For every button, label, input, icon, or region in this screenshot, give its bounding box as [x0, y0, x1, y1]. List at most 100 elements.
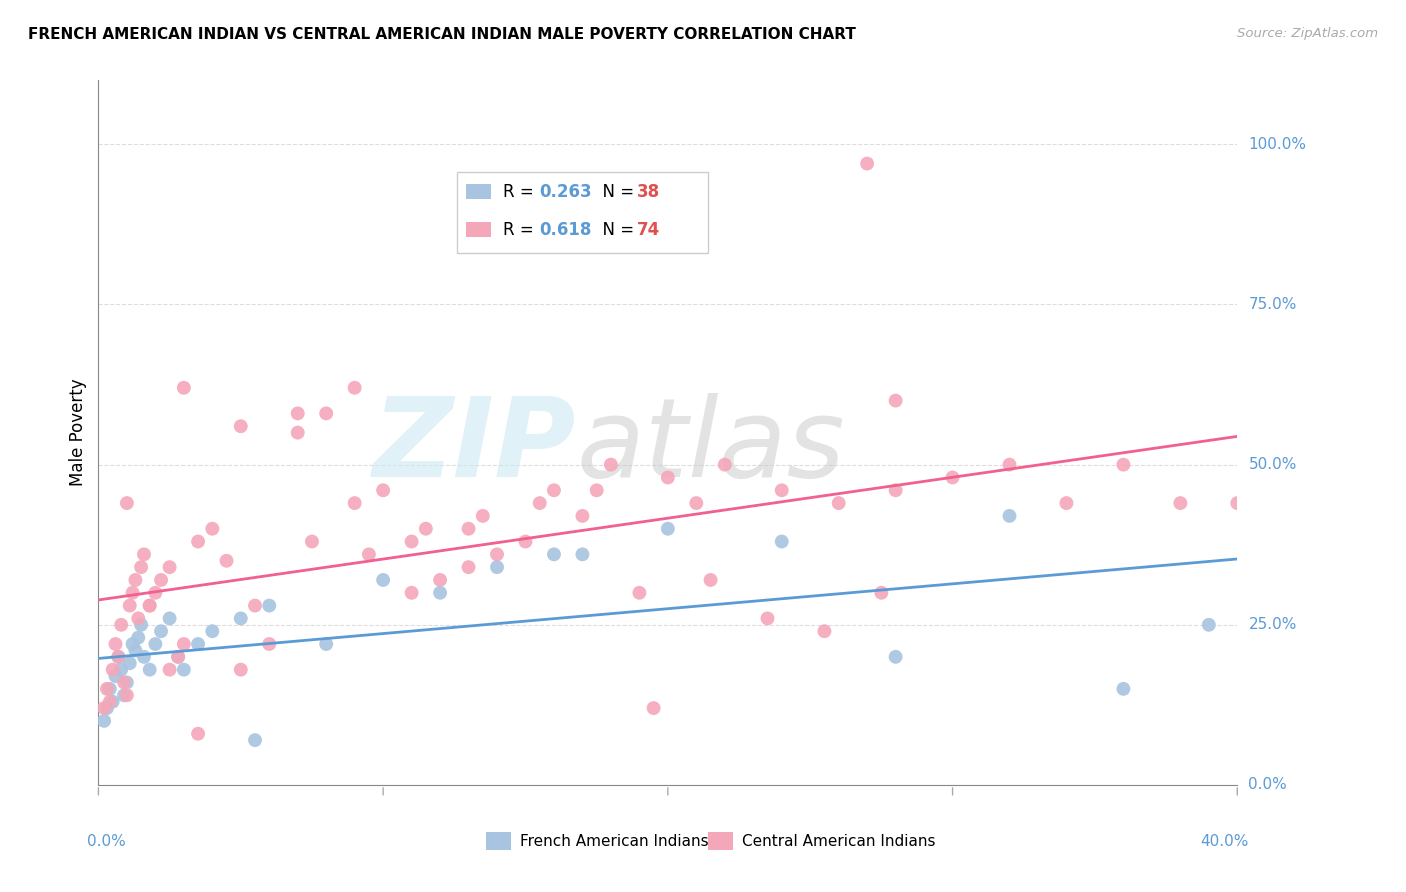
Point [884, 649, 907, 664]
Point [471, 508, 494, 523]
Text: atlas: atlas [576, 393, 845, 500]
Text: Source: ZipAtlas.com: Source: ZipAtlas.com [1237, 27, 1378, 40]
Point [315, 637, 337, 651]
Text: N =: N = [592, 183, 638, 201]
Text: R =: R = [503, 183, 538, 201]
Point [373, 483, 395, 498]
Point [93, 701, 115, 715]
Bar [467, 184, 491, 200]
Point [1170, 496, 1192, 510]
Point [101, 695, 124, 709]
Bar [467, 222, 491, 237]
Point [486, 547, 509, 561]
Point [229, 611, 252, 625]
Point [415, 522, 437, 536]
Point [115, 675, 138, 690]
Point [101, 663, 124, 677]
Point [657, 522, 679, 536]
Text: 75.0%: 75.0% [1249, 297, 1296, 312]
Point [571, 508, 593, 523]
Point [486, 560, 509, 574]
Point [150, 573, 173, 587]
Point [628, 586, 651, 600]
Point [121, 637, 143, 651]
Point [167, 649, 190, 664]
Point [96, 681, 118, 696]
Point [98, 695, 121, 709]
Point [118, 599, 141, 613]
Point [343, 381, 366, 395]
Point [457, 522, 479, 536]
Point [138, 599, 160, 613]
Point [543, 483, 565, 498]
Point [856, 156, 879, 170]
Text: 0.0%: 0.0% [87, 834, 125, 849]
Point [150, 624, 173, 639]
Bar [485, 832, 510, 850]
Y-axis label: Male Poverty: Male Poverty [69, 379, 87, 486]
Point [127, 631, 149, 645]
Point [343, 496, 366, 510]
Point [714, 458, 737, 472]
Point [187, 727, 209, 741]
Point [115, 496, 138, 510]
Bar [707, 832, 733, 850]
Text: 40.0%: 40.0% [1201, 834, 1249, 849]
Point [1056, 496, 1078, 510]
Point [1112, 458, 1135, 472]
Point [301, 534, 323, 549]
Point [942, 470, 965, 484]
Text: 100.0%: 100.0% [1249, 136, 1306, 152]
Point [401, 534, 423, 549]
Point [770, 534, 793, 549]
Point [110, 617, 132, 632]
FancyBboxPatch shape [457, 172, 707, 253]
Point [104, 637, 127, 651]
Point [215, 554, 238, 568]
Point [107, 649, 129, 664]
Point [600, 458, 623, 472]
Point [357, 547, 380, 561]
Point [828, 496, 851, 510]
Point [112, 675, 135, 690]
Point [1112, 681, 1135, 696]
Point [515, 534, 537, 549]
Point [173, 663, 195, 677]
Text: 25.0%: 25.0% [1249, 617, 1296, 632]
Point [145, 637, 167, 651]
Point [657, 470, 679, 484]
Point [112, 688, 135, 702]
Point [115, 688, 138, 702]
Point [243, 599, 266, 613]
Point [373, 573, 395, 587]
Point [159, 663, 181, 677]
Point [145, 586, 167, 600]
Point [98, 681, 121, 696]
Point [813, 624, 835, 639]
Point [124, 643, 146, 657]
Point [685, 496, 707, 510]
Point [1198, 617, 1220, 632]
Text: Central American Indians: Central American Indians [742, 834, 935, 849]
Point [870, 586, 893, 600]
Point [998, 458, 1021, 472]
Point [1226, 496, 1249, 510]
Text: 38: 38 [637, 183, 661, 201]
Point [643, 701, 665, 715]
Text: N =: N = [592, 220, 638, 239]
Text: FRENCH AMERICAN INDIAN VS CENTRAL AMERICAN INDIAN MALE POVERTY CORRELATION CHART: FRENCH AMERICAN INDIAN VS CENTRAL AMERIC… [28, 27, 856, 42]
Point [543, 547, 565, 561]
Text: 74: 74 [637, 220, 661, 239]
Point [159, 560, 181, 574]
Point [187, 637, 209, 651]
Point [110, 663, 132, 677]
Point [93, 714, 115, 728]
Point [138, 599, 160, 613]
Point [884, 393, 907, 408]
Point [429, 573, 451, 587]
Point [287, 425, 309, 440]
Point [187, 534, 209, 549]
Point [201, 624, 224, 639]
Point [167, 649, 190, 664]
Text: 0.263: 0.263 [538, 183, 592, 201]
